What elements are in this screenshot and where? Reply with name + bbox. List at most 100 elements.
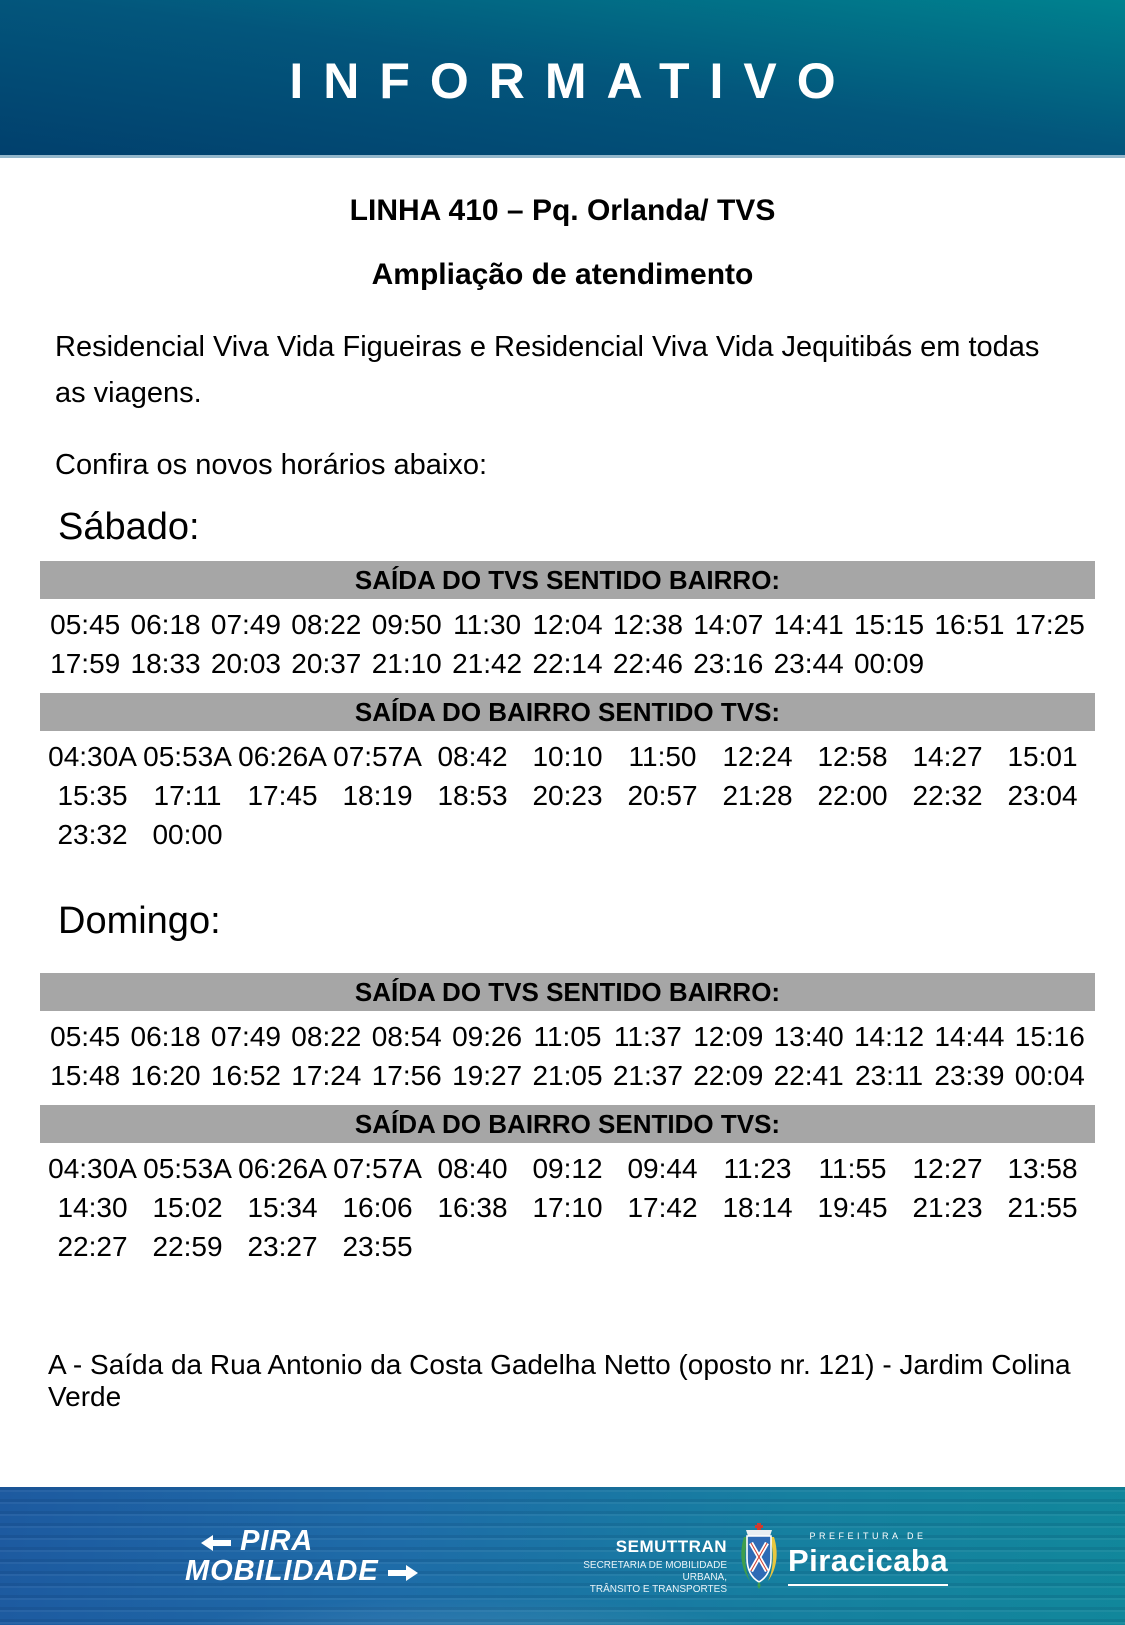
time-cell: 06:18 [130, 609, 201, 640]
footer-band: PIRA MOBILIDADE SEMUTTRAN SECRETARIA DE … [0, 1487, 1125, 1625]
day-section: Sábado: SAÍDA DO TVS SENTIDO BAIRRO: 05:… [0, 506, 1125, 852]
time-cell: 11:50 [628, 741, 697, 772]
time-cell: 18:19 [342, 780, 413, 811]
time-cell: 20:03 [210, 648, 281, 679]
time-cell: 16:20 [130, 1060, 201, 1091]
times-grid: 05:45 06:18 07:49 08:22 09:50 11:30 12:04 12:38… [45, 607, 1090, 681]
time-cell: 15:15 [853, 609, 925, 640]
time-cell: 20:23 [532, 780, 603, 811]
time-cell: 05:53A [143, 741, 232, 772]
time-cell: 09:44 [627, 1153, 698, 1184]
right-arrow-icon [387, 1555, 418, 1587]
time-cell: 08:40 [437, 1153, 508, 1184]
time-cell: 08:54 [371, 1021, 442, 1052]
time-cell: 22:09 [693, 1060, 764, 1091]
time-cell: 19:45 [817, 1192, 888, 1223]
semuttran-logo: SEMUTTRAN SECRETARIA DE MOBILIDADE URBAN… [565, 1537, 727, 1596]
time-cell: 13:40 [773, 1021, 844, 1052]
time-cell: 17:42 [627, 1192, 698, 1223]
time-cell: 15:16 [1014, 1021, 1085, 1052]
times-grid: 04:30A 05:53A 06:26A 07:57A 08:42 10:10 11:50 1… [45, 739, 1090, 852]
time-cell: 22:41 [773, 1060, 844, 1091]
time-cell: 16:38 [437, 1192, 508, 1223]
time-cell: 21:23 [912, 1192, 983, 1223]
time-cell: 08:22 [291, 1021, 362, 1052]
city-name: Piracicaba [788, 1543, 949, 1578]
time-cell: 16:51 [934, 609, 1005, 640]
prefeitura-logo: PREFEITURA DE Piracicaba [788, 1531, 948, 1586]
time-cell: 11:55 [818, 1153, 887, 1184]
time-cell: 14:12 [853, 1021, 925, 1052]
time-cell: 00:09 [853, 648, 925, 679]
time-cell: 05:45 [50, 609, 121, 640]
pira-logo-line1: PIRA [185, 1526, 418, 1556]
line-title: LINHA 410 – Pq. Orlanda/ TVS [349, 194, 776, 227]
time-cell: 21:37 [612, 1060, 683, 1091]
time-cell: 14:27 [912, 741, 983, 772]
time-cell: 18:33 [130, 648, 201, 679]
time-cell: 23:39 [934, 1060, 1005, 1091]
notice-content: LINHA 410 – Pq. Orlanda/ TVS Ampliação d… [0, 194, 1125, 1413]
semuttran-subtitle-line2: TRÂNSITO E TRANSPORTES [589, 1584, 727, 1595]
time-cell: 15:48 [50, 1060, 121, 1091]
time-cell: 23:44 [773, 648, 844, 679]
time-cell: 14:41 [773, 609, 844, 640]
time-cell: 12:27 [912, 1153, 983, 1184]
time-cell: 06:18 [130, 1021, 201, 1052]
footnote: A - Saída da Rua Antonio da Costa Gadelh… [48, 1349, 1071, 1412]
left-arrow-icon [201, 1525, 231, 1557]
time-cell: 15:35 [57, 780, 128, 811]
time-cell: 14:30 [57, 1192, 128, 1223]
table-header-bar: SAÍDA DO BAIRRO SENTIDO TVS: [40, 1105, 1095, 1143]
time-cell: 22:00 [817, 780, 888, 811]
times-grid: 04:30A 05:53A 06:26A 07:57A 08:40 09:12 09:44 1… [45, 1151, 1090, 1264]
time-cell: 15:34 [247, 1192, 318, 1223]
time-cell: 14:44 [934, 1021, 1005, 1052]
notice-subtitle: Ampliação de atendimento [371, 258, 754, 291]
time-cell: 17:59 [50, 648, 121, 679]
time-cell: 13:58 [1007, 1153, 1078, 1184]
time-cell: 12:24 [722, 741, 793, 772]
time-cell: 17:10 [532, 1192, 603, 1223]
time-cell: 05:53A [143, 1153, 232, 1184]
time-cell: 20:57 [627, 780, 698, 811]
time-cell: 05:45 [50, 1021, 121, 1052]
time-cell: 11:23 [723, 1153, 792, 1184]
times-grid: 05:45 06:18 07:49 08:22 08:54 09:26 11:05 11:37… [45, 1019, 1090, 1093]
time-cell: 23:11 [855, 1060, 924, 1091]
time-cell: 11:37 [613, 1021, 682, 1052]
pira-brand-word2: MOBILIDADE [185, 1555, 379, 1587]
time-cell: 09:12 [532, 1153, 603, 1184]
time-cell: 17:24 [291, 1060, 362, 1091]
schedule-table: SAÍDA DO TVS SENTIDO BAIRRO: 05:45 06:18 0… [0, 973, 1125, 1093]
time-cell: 04:30A [48, 1153, 137, 1184]
time-cell: 18:53 [437, 780, 508, 811]
piracicaba-coat-of-arms-icon [737, 1523, 781, 1594]
schedule-table: SAÍDA DO BAIRRO SENTIDO TVS: 04:30A 05:53… [0, 693, 1125, 852]
day-section: Domingo: SAÍDA DO TVS SENTIDO BAIRRO: 05… [0, 900, 1125, 1264]
time-cell: 09:50 [371, 609, 442, 640]
time-cell: 15:01 [1007, 741, 1078, 772]
table-header-bar: SAÍDA DO TVS SENTIDO BAIRRO: [40, 973, 1095, 1011]
time-cell: 21:42 [452, 648, 523, 679]
pira-mobilidade-logo: PIRA MOBILIDADE [185, 1526, 418, 1586]
time-cell: 21:28 [722, 780, 793, 811]
time-cell: 23:04 [1007, 780, 1078, 811]
time-cell: 22:59 [152, 1231, 223, 1262]
time-cell: 00:04 [1014, 1060, 1085, 1091]
time-cell: 04:30A [48, 741, 137, 772]
time-cell: 20:37 [291, 648, 362, 679]
time-cell: 17:25 [1014, 609, 1085, 640]
time-cell: 11:05 [533, 1021, 602, 1052]
day-heading: Domingo: [58, 900, 221, 942]
time-cell: 22:32 [912, 780, 983, 811]
time-cell: 22:14 [532, 648, 603, 679]
time-cell: 18:14 [722, 1192, 793, 1223]
notice-cta: Confira os novos horários abaixo: [55, 449, 488, 481]
time-cell: 10:10 [532, 741, 603, 772]
schedule-table: SAÍDA DO TVS SENTIDO BAIRRO: 05:45 06:18 0… [0, 561, 1125, 681]
time-cell: 12:38 [612, 609, 683, 640]
time-cell: 12:58 [817, 741, 888, 772]
time-cell: 23:55 [342, 1231, 413, 1262]
